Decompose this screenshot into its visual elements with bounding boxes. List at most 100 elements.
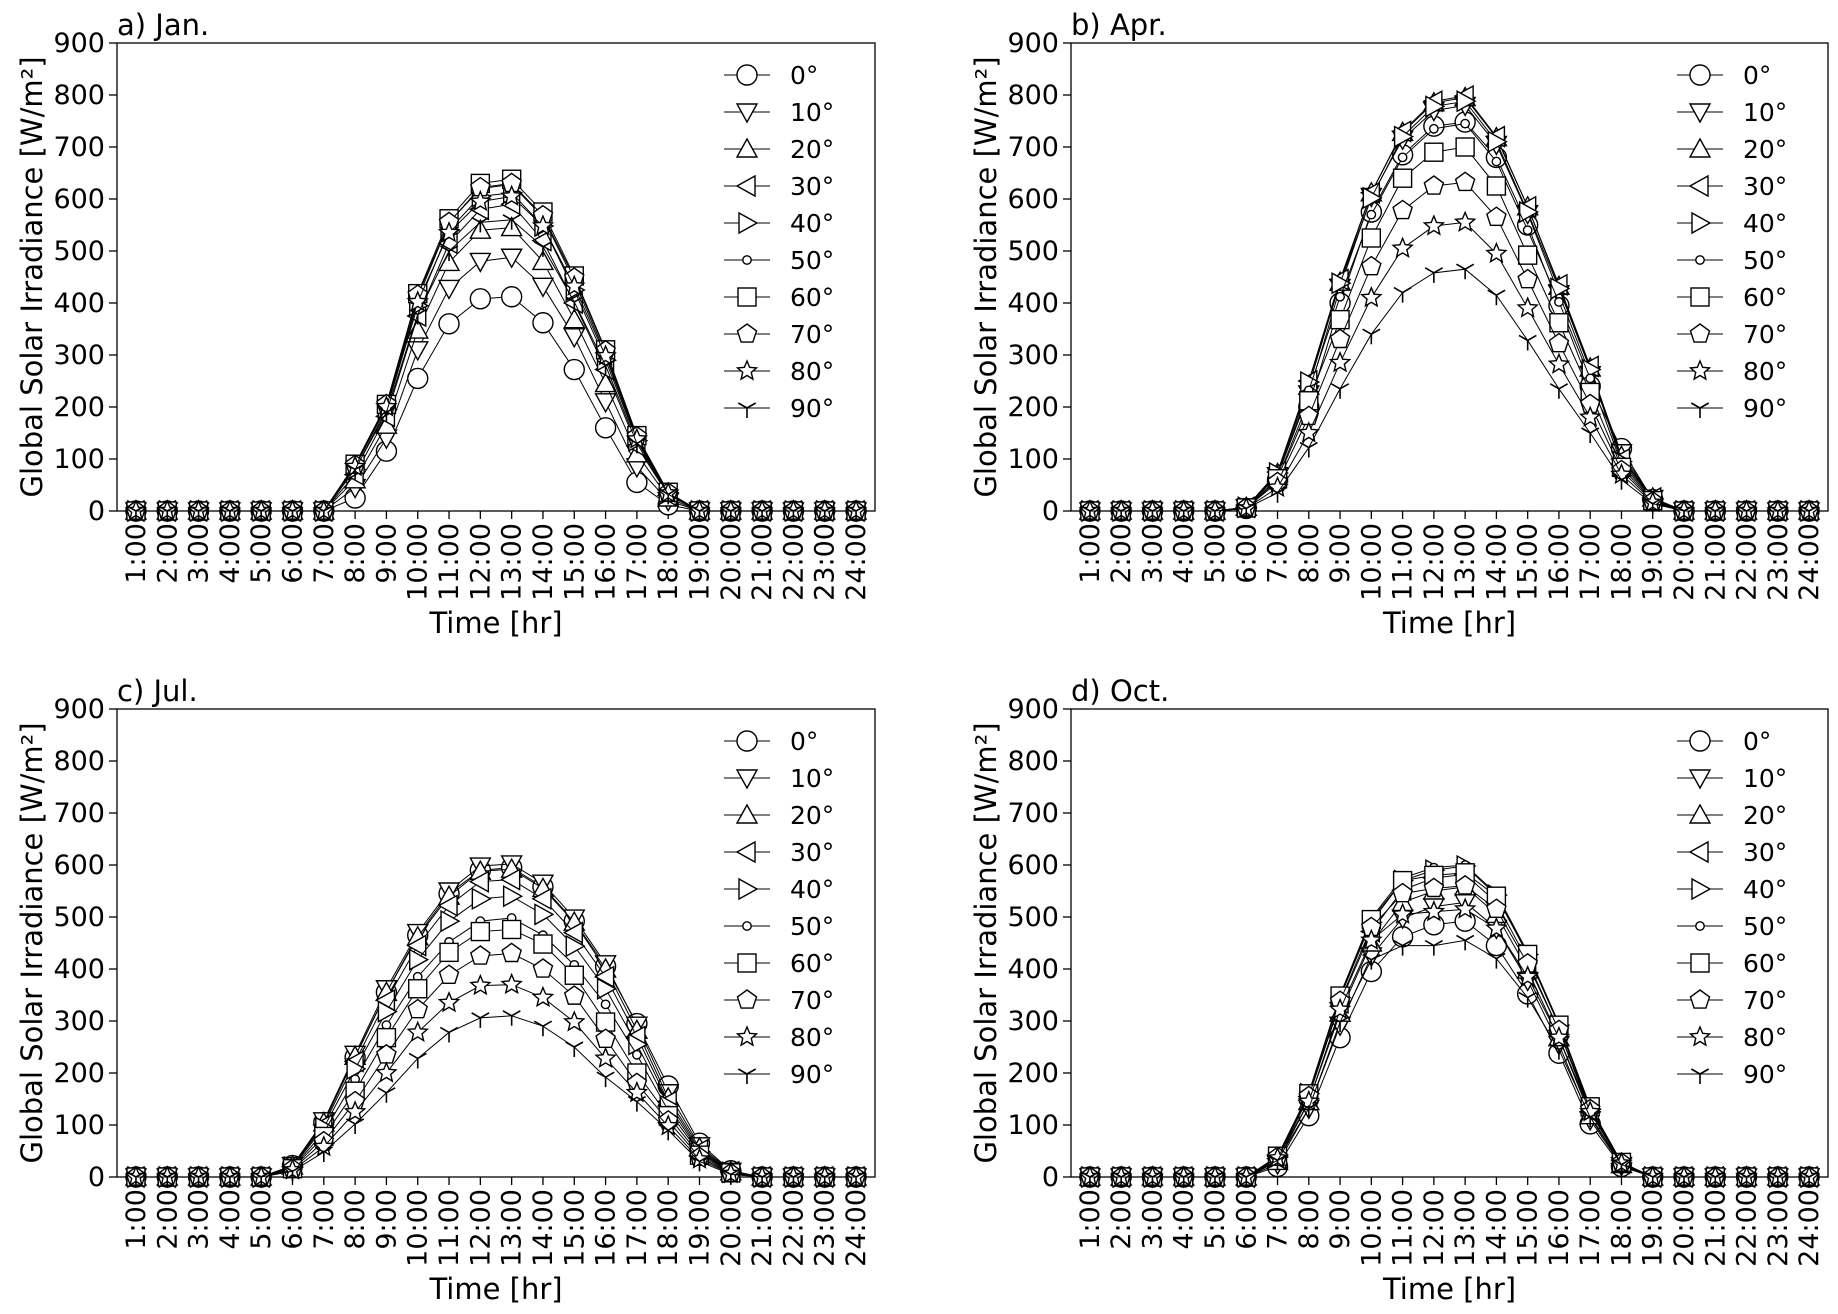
series-line (1089, 873, 1810, 1178)
legend-label: 40° (790, 875, 834, 904)
data-point (377, 1000, 398, 1023)
legend-marker (1689, 730, 1711, 752)
data-point (1205, 1171, 1225, 1187)
x-tick-label: 12:00 (465, 1189, 496, 1267)
data-point (406, 1020, 429, 1043)
legend-marker (742, 255, 752, 265)
x-tick-label: 1:00 (1075, 523, 1106, 584)
data-point (784, 1171, 803, 1187)
legend-label: 10° (1743, 98, 1787, 127)
data-point (596, 1071, 615, 1088)
legend-entry: 10° (724, 98, 834, 127)
data-point (470, 945, 491, 965)
data-point (468, 870, 490, 893)
x-tick-label: 4:00 (215, 523, 246, 584)
legend-label: 60° (1743, 283, 1787, 312)
x-tick-label: 20:00 (1669, 1189, 1700, 1267)
data-point (439, 245, 459, 261)
x-tick-label: 15:00 (559, 523, 590, 601)
data-point (407, 998, 429, 1019)
series-line (135, 219, 857, 512)
data-point (500, 286, 523, 308)
x-tick-label: 7:00 (1263, 1189, 1294, 1250)
data-point (1297, 421, 1321, 443)
legend-label: 40° (790, 209, 834, 238)
data-point (469, 973, 492, 996)
legend-marker (1691, 211, 1712, 235)
legend-label: 90° (790, 394, 834, 423)
x-tick-label: 13:00 (497, 523, 528, 601)
y-tick-label: 400 (53, 954, 105, 985)
data-point (346, 1118, 365, 1134)
data-point (1612, 474, 1631, 490)
series-line (135, 868, 857, 1178)
series-line (135, 183, 857, 512)
legend-label: 90° (1743, 1060, 1787, 1089)
legend-entry: 90° (724, 1060, 834, 1089)
data-point (1362, 328, 1381, 345)
data-point (1486, 176, 1507, 196)
data-point (438, 964, 460, 985)
series-9 (1080, 263, 1819, 521)
x-tick-label: 14:00 (1481, 1189, 1512, 1267)
legend-marker (735, 803, 759, 824)
x-tick-label: 3:00 (184, 1189, 215, 1250)
legend-label: 50° (790, 246, 834, 275)
legend-entry: 20° (1677, 801, 1787, 830)
data-point (1516, 296, 1539, 318)
data-point (1456, 263, 1475, 280)
x-tick-label: 2:00 (152, 523, 183, 584)
y-tick-label: 600 (53, 850, 105, 881)
legend-entry: 20° (1677, 135, 1787, 164)
legend-label: 60° (1743, 949, 1787, 978)
legend-marker (735, 769, 759, 790)
data-point (1578, 405, 1602, 427)
x-tick-label: 16:00 (591, 523, 622, 601)
data-point (1487, 130, 1508, 153)
legend-label: 80° (1743, 1023, 1787, 1052)
x-tick-label: 7:00 (309, 1189, 340, 1250)
series-3 (1078, 863, 1818, 1189)
y-tick-label: 700 (53, 798, 105, 829)
x-tick-label: 9:00 (371, 523, 402, 584)
data-point (158, 1171, 177, 1187)
data-point (1425, 95, 1446, 118)
series-line (135, 195, 857, 512)
data-point (563, 985, 585, 1005)
data-point (1554, 297, 1564, 307)
x-tick-label: 3:00 (184, 523, 215, 584)
x-tick-label: 23:00 (1763, 523, 1794, 601)
data-point (283, 1165, 302, 1182)
legend-marker (1688, 769, 1712, 790)
series-7 (1079, 874, 1820, 1186)
data-point (158, 505, 177, 521)
data-point (500, 972, 523, 995)
legend-entry: 20° (724, 801, 834, 830)
data-point (1391, 902, 1414, 924)
x-tick-label: 22:00 (1732, 523, 1763, 601)
y-tick-label: 100 (53, 444, 105, 475)
legend-label: 30° (1743, 172, 1787, 201)
x-tick-label: 14:00 (528, 523, 559, 601)
y-tick-label: 800 (1007, 746, 1059, 777)
data-point (1330, 1016, 1350, 1033)
data-point (346, 1057, 367, 1081)
data-point (1491, 156, 1502, 167)
x-tick-label: 21:00 (1700, 523, 1731, 601)
data-point (189, 1171, 208, 1187)
legend-entry: 0° (724, 61, 818, 90)
data-point (502, 214, 521, 230)
legend-marker (737, 1068, 757, 1084)
x-tick-label: 20:00 (716, 523, 747, 601)
data-point (500, 184, 523, 206)
y-tick-label: 700 (53, 132, 105, 163)
legend-marker (735, 1025, 759, 1047)
legend-marker (1695, 255, 1705, 265)
x-tick-label: 6:00 (1231, 1189, 1262, 1250)
legend-entry: 80° (1677, 357, 1787, 386)
data-point (631, 1049, 642, 1060)
x-tick-label: 22:00 (1732, 1189, 1763, 1267)
data-point (533, 241, 553, 257)
x-tick-label: 2:00 (1106, 1189, 1137, 1250)
